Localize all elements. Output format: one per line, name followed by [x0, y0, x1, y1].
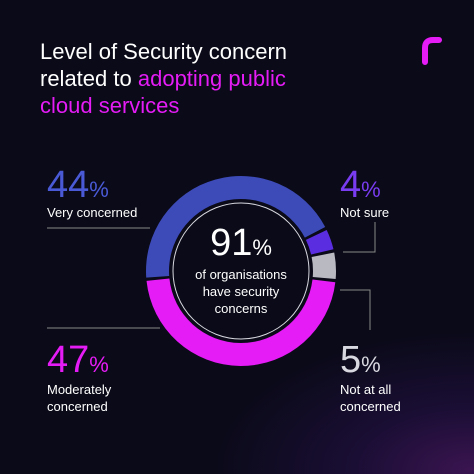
title-highlight: adopting public cloud services: [40, 66, 286, 118]
donut-segment: [311, 252, 337, 279]
leader-line: [340, 289, 371, 330]
logo: [422, 37, 442, 65]
donut-segment: [146, 176, 326, 278]
value-label: 47%: [47, 339, 109, 381]
donut-segment: [305, 229, 334, 255]
value-label: 5%: [340, 339, 381, 381]
value-label: 4%: [340, 164, 381, 206]
inner-ring: [172, 202, 310, 340]
donut-segment: [146, 278, 336, 367]
center-value: 91%: [210, 222, 272, 264]
category-label: Moderately concerned: [47, 382, 112, 414]
value-label: 44%: [47, 164, 109, 206]
title: Level of Security concern related to ado…: [40, 38, 340, 119]
leader-line: [343, 222, 376, 253]
category-label: Very concerned: [47, 205, 138, 220]
category-label: Not sure: [340, 205, 390, 220]
center-text: of organisations have security concerns: [195, 267, 287, 316]
category-label: Not at all concerned: [340, 382, 401, 414]
title-text: Level of Security concern related to: [40, 39, 288, 91]
